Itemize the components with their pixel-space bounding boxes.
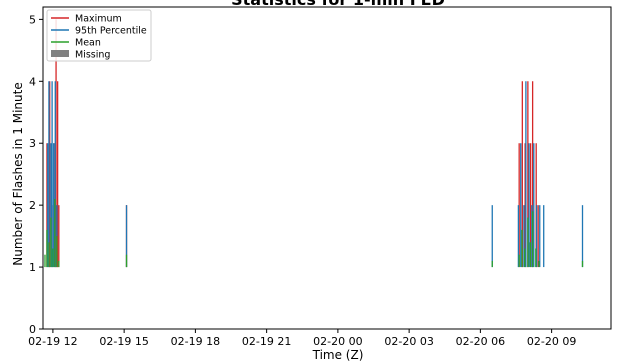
- y-tick-label: 1: [29, 261, 36, 274]
- legend-box: [46, 9, 152, 62]
- y-tick-label: 3: [29, 137, 36, 150]
- x-tick-label: 02-19 12: [28, 335, 77, 348]
- x-axis-label: Time (Z): [312, 348, 364, 361]
- chart-title: Statistics for 1-min FED: [231, 0, 445, 9]
- legend-swatch: [51, 50, 69, 57]
- y-tick-label: 2: [29, 199, 36, 212]
- y-tick-label: 4: [29, 75, 36, 88]
- legend-label: 95th Percentile: [75, 26, 147, 37]
- y-axis-label: Number of Flashes in 1 Minute: [11, 82, 25, 266]
- legend-label: Maximum: [75, 14, 122, 25]
- y-tick-label: 5: [29, 13, 36, 26]
- x-tick-label: 02-19 21: [242, 335, 291, 348]
- x-tick-label: 02-20 06: [456, 335, 505, 348]
- series-layer: [44, 19, 584, 268]
- y-tick-label: 0: [29, 323, 36, 336]
- x-tick-label: 02-19 15: [99, 335, 148, 348]
- x-axis-ticks: 02-19 12 02-19 15 02-19 18 02-19 21 02-20 00…: [28, 329, 576, 348]
- x-tick-label: 02-20 09: [527, 335, 576, 348]
- x-tick-label: 02-20 00: [313, 335, 362, 348]
- y-axis-ticks: 0 1 2 3 4 5: [29, 13, 43, 336]
- x-tick-label: 02-19 18: [171, 335, 220, 348]
- legend-label: Missing: [75, 50, 110, 61]
- legend-label: Mean: [75, 38, 101, 49]
- x-tick-label: 02-20 03: [384, 335, 433, 348]
